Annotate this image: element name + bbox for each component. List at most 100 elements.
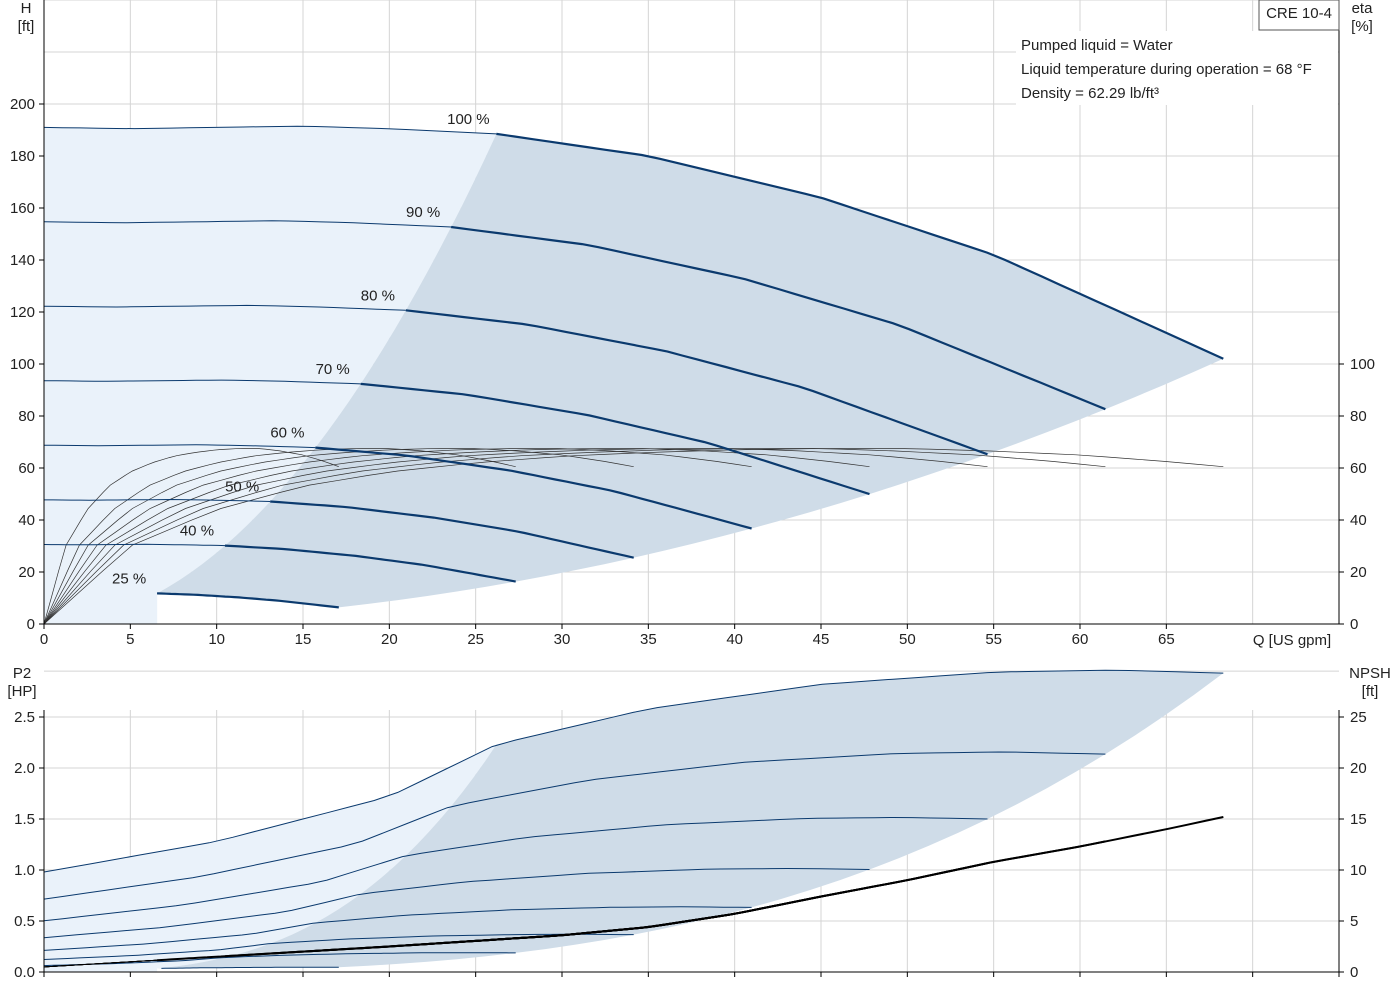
head-curve-50-percent [270,500,634,559]
power-axis-label: P2 [13,665,31,682]
info-box [1016,31,1338,105]
eta-tick-label: 20 [1350,564,1367,581]
npsh-axis-unit: [ft] [1362,683,1379,700]
power-panel-axes: 0.0 0.5 1.0 1.5 2.0 2.5 0 5 10 15 20 25 [14,709,1367,981]
speed-label: 25 % [112,570,146,587]
flow-tick-label: 10 [208,631,225,648]
flow-tick-label: 50 [899,631,916,648]
head-curve-thin [44,498,271,502]
head-tick-label: 40 [18,512,35,529]
speed-labels: 100 % 90 % 80 % 70 % 60 % 50 % 40 % 25 % [112,111,490,587]
npsh-axis-label: NPSH [1349,665,1391,682]
head-tick-label: 160 [10,200,35,217]
flow-axis-label: Q [US gpm] [1253,632,1331,649]
eta-axis-label: eta [1352,0,1374,17]
head-tick-label: 120 [10,304,35,321]
flow-tick-label: 55 [985,631,1002,648]
head-curve-thin [43,304,406,311]
efficiency-curve [43,448,988,625]
power-tick-label: 2.0 [14,760,35,777]
efficiency-curve [43,448,634,625]
head-panel-axes: 0 20 40 60 80 100 120 140 160 180 200 0 20 40 60 80 100 0… [10,0,1375,648]
head-tick-label: 140 [10,252,35,269]
npsh-tick-label: 5 [1350,913,1358,930]
eta-tick-label: 100 [1350,356,1375,373]
flow-tick-label: 15 [295,631,312,648]
flow-tick-label: 5 [126,631,134,648]
model-label: CRE 10-4 [1266,5,1332,22]
head-curve-thin [43,543,226,547]
power-curve [43,669,1224,873]
head-curve-thin [43,125,497,135]
head-curve-40-percent [224,544,516,583]
head-tick-label: 60 [18,460,35,477]
efficiency-curve [43,448,516,625]
speed-label: 80 % [361,287,395,304]
power-tick-label: 0.5 [14,913,35,930]
npsh-curve-operating [157,948,339,962]
flow-tick-label: 20 [381,631,398,648]
power-curve [43,952,516,967]
speed-label: 70 % [316,361,350,378]
power-dark-area [157,670,1224,969]
head-tick-label: 200 [10,96,35,113]
head-axis-label: H [21,0,32,17]
flow-tick-label: 35 [640,631,657,648]
head-curve-thin [43,444,316,449]
power-curve [43,751,1106,900]
power-light-area [44,744,497,972]
speed-label: 40 % [180,523,214,540]
head-curve-thin [43,379,361,385]
speed-label: 50 % [225,478,259,495]
head-tick-label: 0 [27,616,35,633]
light-area-base [44,593,158,624]
efficiency-curve [43,448,339,625]
npsh-tick-label: 25 [1350,709,1367,726]
head-curve-80-percent [405,309,988,456]
power-curve [43,933,634,960]
npsh-tick-label: 15 [1350,811,1367,828]
eta-tick-label: 40 [1350,512,1367,529]
efficiency-curve [43,448,870,625]
head-curves [43,125,1224,609]
flow-tick-label: 45 [813,631,830,648]
eta-axis-unit: [%] [1351,18,1373,35]
power-curve [43,867,870,939]
power-curve [43,906,752,951]
eta-tick-label: 0 [1350,616,1358,633]
flow-tick-label: 30 [554,631,571,648]
flow-tick-label: 65 [1158,631,1175,648]
npsh-tick-label: 20 [1350,760,1367,777]
efficiency-curve [43,448,1224,625]
head-curve-70-percent [360,382,870,496]
power-operating-area [44,670,1224,972]
power-tick-label: 1.0 [14,862,35,879]
power-tick-label: 2.5 [14,709,35,726]
head-curve-thin [43,220,452,228]
efficiency-curve [43,448,752,625]
flow-tick-label: 0 [40,631,48,648]
speed-label: 60 % [270,425,304,442]
head-curve-25-percent [157,592,339,609]
power-tick-label: 1.5 [14,811,35,828]
head-curve-60-percent [315,446,752,530]
model-label-box [1258,0,1340,31]
power-tick-label: 0.0 [14,964,35,981]
power-curve [161,966,339,969]
speed-label: 90 % [406,204,440,221]
flow-tick-label: 25 [467,631,484,648]
head-curve-100-percent [496,132,1224,360]
head-tick-label: 180 [10,148,35,165]
efficiency-curves [43,448,1224,625]
dark-operating-area [157,133,1224,608]
power-curve [43,816,988,922]
head-operating-area [44,126,1224,624]
eta-tick-label: 80 [1350,408,1367,425]
info-density: Density = 62.29 lb/ft³ [1021,85,1159,102]
info-temperature: Liquid temperature during operation = 68… [1021,61,1312,78]
speed-label: 100 % [447,111,490,128]
npsh-curves [43,816,1224,968]
flow-tick-label: 60 [1072,631,1089,648]
